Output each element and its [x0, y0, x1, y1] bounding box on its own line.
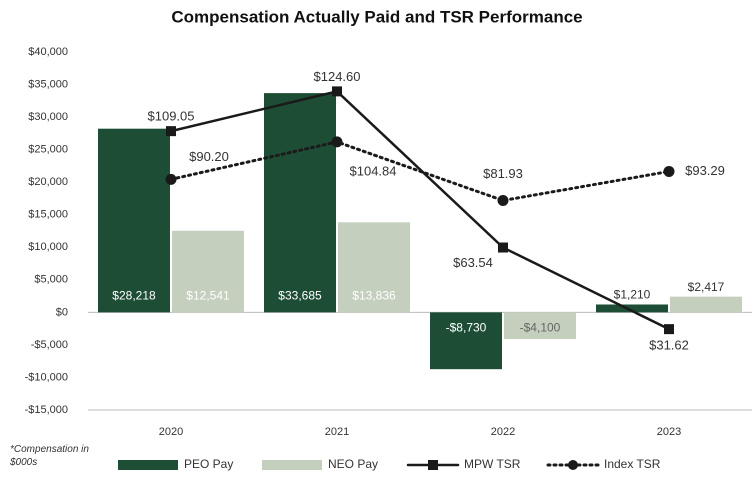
bar [264, 93, 336, 313]
y-tick-label: $5,000 [34, 274, 68, 286]
legend-marker [568, 460, 578, 470]
bar [430, 312, 502, 370]
bar [504, 312, 576, 340]
bar-value-label: $28,218 [112, 289, 156, 303]
bar [98, 128, 170, 313]
line-marker [166, 126, 176, 137]
legend-label: Index TSR [604, 457, 661, 471]
line-series [169, 90, 671, 331]
bar-value-label: $1,210 [614, 288, 651, 302]
x-tick-label: 2020 [159, 426, 183, 438]
y-tick-label: -$5,000 [31, 339, 68, 351]
chart-title: Compensation Actually Paid and TSR Perfo… [171, 7, 582, 26]
y-tick-label: $30,000 [28, 111, 68, 123]
line-value-label: $90.20 [189, 149, 229, 164]
line-value-label: $104.84 [350, 163, 397, 178]
y-tick-label: $10,000 [28, 241, 68, 253]
legend-swatch [262, 460, 322, 470]
line-marker [332, 86, 342, 97]
legend-label: NEO Pay [328, 457, 378, 471]
line-marker [498, 242, 508, 253]
y-tick-label: $40,000 [28, 46, 68, 58]
line-value-label: $81.93 [483, 166, 523, 181]
bar-value-label: $2,417 [688, 280, 725, 294]
line-value-label: $63.54 [453, 255, 493, 270]
legend-swatch [118, 460, 178, 470]
x-tick-label: 2022 [491, 426, 515, 438]
bar-value-label: -$4,100 [520, 321, 561, 335]
bar-value-label: $33,685 [278, 289, 322, 303]
bar [670, 296, 742, 313]
line-marker [331, 136, 343, 148]
bar-value-label: $13,836 [352, 289, 396, 303]
bar-value-label: $12,541 [186, 289, 230, 303]
line-marker [497, 194, 509, 206]
line-series [169, 140, 671, 203]
line-marker [165, 173, 177, 185]
bar [596, 304, 668, 313]
line-marker [664, 324, 674, 335]
bar [172, 230, 244, 313]
y-tick-label: -$15,000 [25, 404, 68, 416]
x-tick-label: 2021 [325, 426, 349, 438]
bar [338, 222, 410, 313]
y-tick-label: -$10,000 [25, 371, 68, 383]
line-value-label: $124.60 [314, 69, 361, 84]
y-tick-label: $20,000 [28, 176, 68, 188]
bar-value-label: -$8,730 [446, 321, 487, 335]
y-tick-label: $15,000 [28, 209, 68, 221]
line-marker [663, 165, 675, 177]
y-tick-label: $0 [56, 306, 68, 318]
legend-label: PEO Pay [184, 457, 233, 471]
legend-label: MPW TSR [464, 457, 521, 471]
line-value-label: $109.05 [148, 109, 195, 124]
y-tick-label: $35,000 [28, 78, 68, 90]
line-value-label: $93.29 [685, 163, 725, 178]
footnote: *Compensation in $000s [10, 444, 89, 468]
y-tick-label: $25,000 [28, 144, 68, 156]
line-value-label: $31.62 [649, 338, 689, 353]
x-tick-label: 2023 [657, 426, 681, 438]
legend-marker [428, 460, 438, 470]
